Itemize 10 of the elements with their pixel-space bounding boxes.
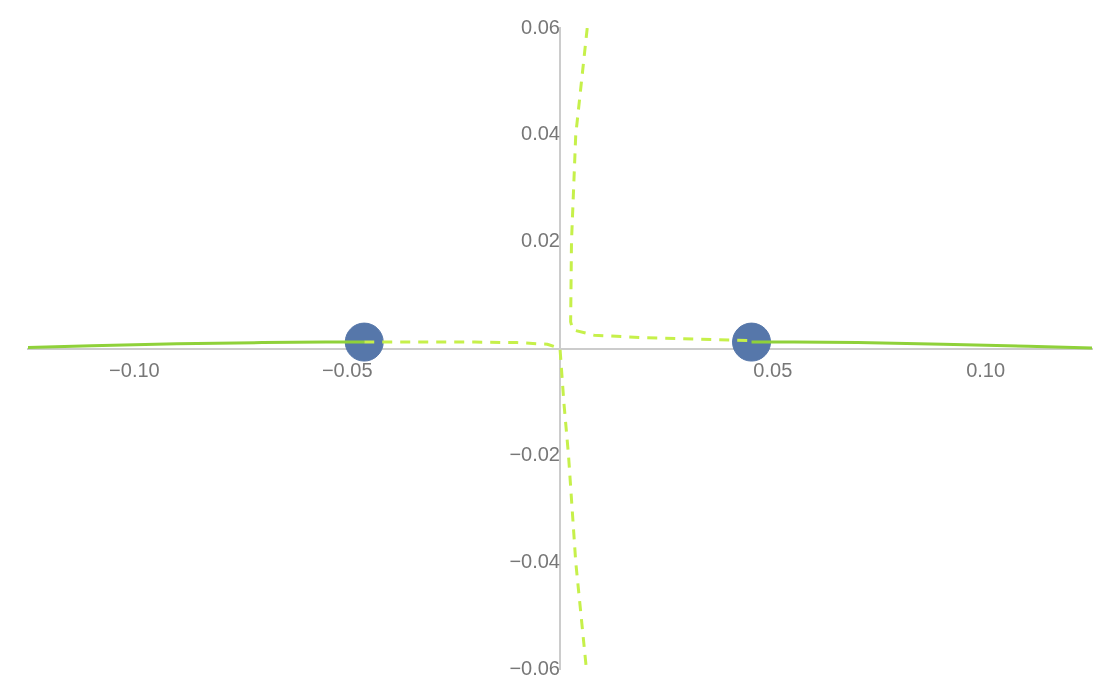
x-tick-label: 0.10 <box>966 359 1006 382</box>
x-tick-label: −0.10 <box>109 359 160 382</box>
x-tick-label: −0.05 <box>321 359 373 382</box>
y-tick-label: −0.06 <box>509 656 560 679</box>
y-tick-label: 0.04 <box>521 122 560 145</box>
x-tick-label: 0.05 <box>753 359 793 382</box>
y-tick-label: 0.06 <box>521 15 560 38</box>
y-tick-label: −0.02 <box>509 442 560 465</box>
y-tick-label: 0.02 <box>521 229 560 252</box>
y-tick-label: −0.04 <box>509 549 560 572</box>
